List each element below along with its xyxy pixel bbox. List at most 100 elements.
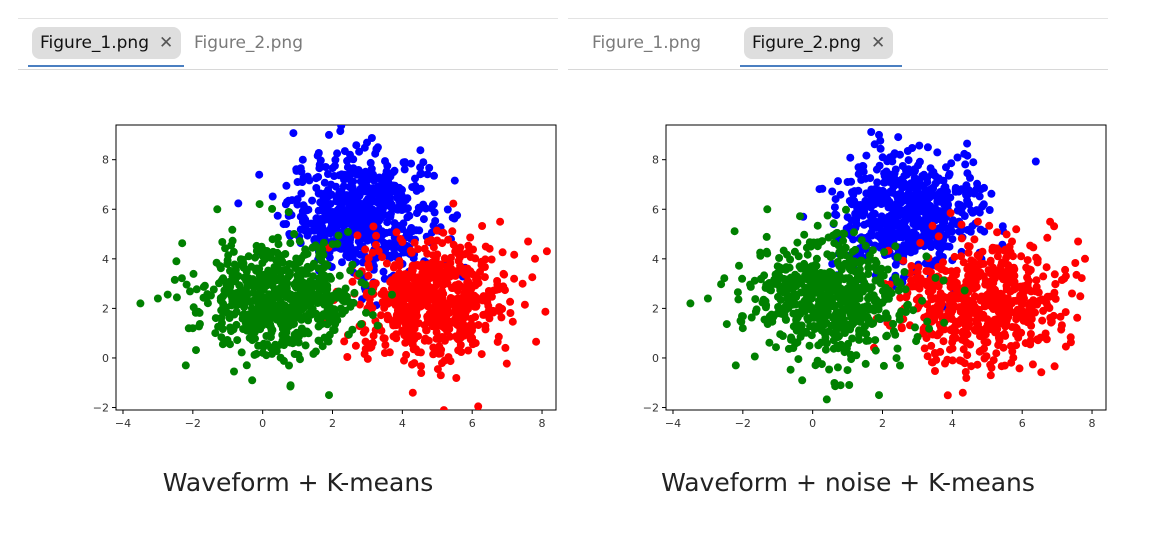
scatter-point	[364, 271, 373, 280]
scatter-point	[384, 242, 393, 251]
scatter-point	[312, 294, 321, 303]
scatter-point	[950, 252, 959, 261]
scatter-point	[361, 245, 370, 254]
scatter-point	[369, 222, 378, 231]
scatter-point	[308, 243, 317, 252]
x-tick-label: 2	[329, 417, 336, 430]
scatter-point	[352, 141, 361, 150]
scatter-point	[985, 221, 994, 230]
y-tick-label: 4	[652, 253, 659, 266]
scatter-point	[451, 332, 460, 341]
scatter-point	[1081, 254, 1089, 263]
close-icon[interactable]: ✕	[870, 33, 886, 53]
tab-label: Figure_1.png	[592, 33, 701, 53]
scatter-points	[686, 128, 1089, 404]
scatter-point	[451, 271, 460, 280]
y-tick-label: −2	[643, 402, 659, 415]
scatter-point	[890, 173, 898, 182]
scatter-point	[449, 199, 458, 208]
scatter-point	[279, 276, 288, 285]
scatter-point	[285, 361, 293, 370]
scatter-point	[873, 178, 882, 187]
scatter-point	[1033, 335, 1042, 344]
scatter-point	[1017, 252, 1026, 261]
scatter-point	[433, 365, 442, 374]
scatter-point	[891, 260, 900, 269]
scatter-point	[403, 290, 412, 299]
scatter-point	[988, 318, 996, 327]
scatter-point	[977, 185, 986, 194]
scatter-point	[850, 287, 859, 295]
scatter-point	[357, 278, 366, 287]
scatter-point	[904, 300, 912, 309]
scatter-point	[325, 391, 333, 400]
scatter-point	[903, 170, 911, 179]
scatter-point	[951, 187, 960, 196]
scatter-point	[843, 178, 852, 186]
scatter-point	[805, 341, 814, 350]
scatter-point	[979, 272, 988, 281]
scatter-point	[429, 200, 438, 209]
scatter-point	[1051, 280, 1060, 289]
scatter-point	[1029, 243, 1038, 252]
tab-figure-2[interactable]: Figure_2.png ✕	[744, 27, 894, 59]
scatter-point	[411, 181, 420, 190]
scatter-point	[328, 164, 337, 173]
scatter-point	[981, 330, 990, 339]
scatter-point	[478, 222, 487, 230]
scatter-point	[907, 262, 916, 270]
scatter-point	[345, 297, 354, 306]
scatter-point	[789, 309, 798, 318]
scatter-point	[812, 254, 821, 263]
scatter-point	[836, 190, 845, 199]
scatter-point	[930, 207, 938, 216]
scatter-point	[882, 309, 890, 318]
scatter-point	[471, 313, 480, 321]
scatter-point	[865, 285, 874, 294]
scatter-point	[847, 266, 856, 275]
scatter-point	[999, 343, 1008, 352]
scatter-point	[274, 291, 283, 300]
scatter-point	[889, 230, 898, 239]
y-tick-label: 6	[102, 203, 109, 216]
scatter-point	[717, 280, 726, 289]
scatter-point	[542, 247, 551, 256]
scatter-point	[896, 150, 904, 159]
scatter-point	[820, 269, 829, 278]
scatter-point	[269, 247, 278, 256]
scatter-point	[494, 332, 503, 341]
scatter-point	[963, 264, 972, 273]
scatter-point	[1031, 287, 1040, 296]
scatter-point	[441, 274, 450, 283]
scatter-point	[983, 290, 992, 299]
y-tick-label: 8	[102, 154, 109, 167]
scatter-point	[360, 182, 369, 191]
scatter-point	[431, 217, 440, 225]
scatter-point	[986, 256, 995, 265]
scatter-point	[301, 341, 310, 350]
scatter-point	[248, 376, 257, 385]
close-icon[interactable]: ✕	[158, 33, 174, 53]
scatter-point	[932, 331, 941, 340]
tab-figure-1[interactable]: Figure_1.png ✕	[32, 27, 182, 59]
scatter-point	[1042, 299, 1051, 308]
tab-figure-1[interactable]: Figure_1.png	[584, 27, 709, 59]
scatter-point	[980, 354, 989, 363]
scatter-point	[825, 365, 834, 374]
scatter-point	[303, 269, 311, 278]
scatter-point	[823, 211, 832, 220]
scatter-point	[381, 157, 389, 166]
tab-figure-2[interactable]: Figure_2.png	[186, 27, 311, 59]
scatter-point	[286, 381, 295, 390]
scatter-point	[966, 173, 974, 182]
scatter-point	[1039, 272, 1048, 281]
scatter-point	[1012, 225, 1021, 234]
scatter-point	[855, 265, 864, 274]
scatter-point	[895, 315, 904, 324]
scatter-point	[348, 260, 357, 269]
scatter-point	[203, 299, 212, 308]
scatter-point	[308, 262, 317, 271]
scatter-point	[817, 360, 826, 369]
scatter-point	[395, 260, 404, 269]
scatter-point	[429, 272, 438, 281]
